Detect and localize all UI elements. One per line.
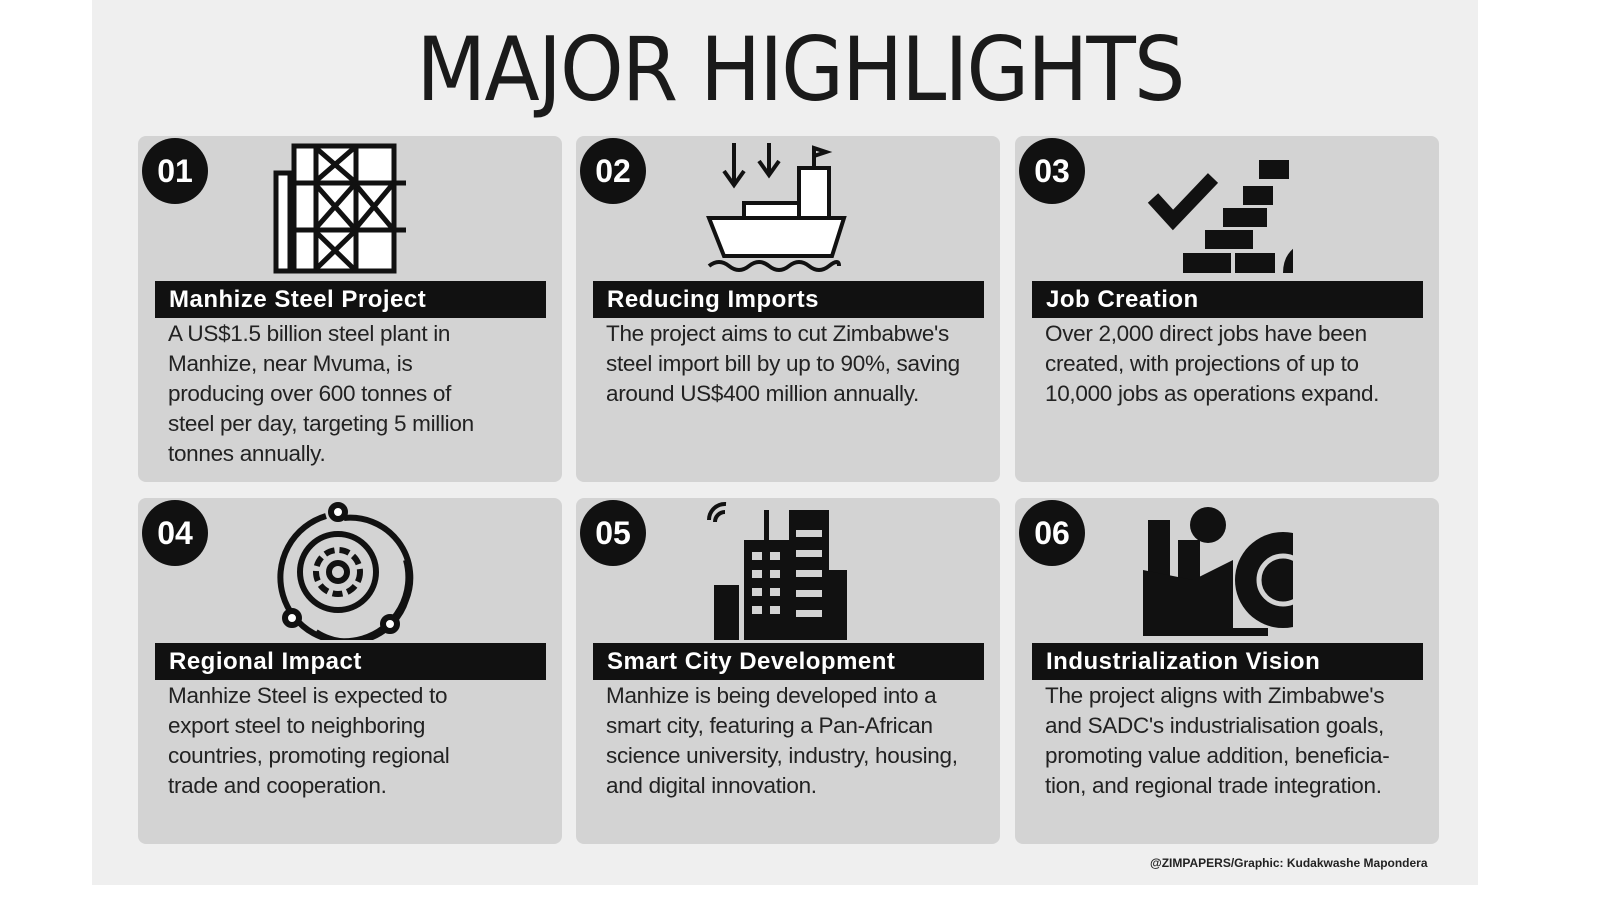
card-body: The project aligns with Zimbabwe's and SA… — [1045, 681, 1390, 801]
highlight-card: 02 Reducing Imports The project aims to cu… — [576, 136, 1000, 482]
body-line: The project aims to cut Zimbabwe's — [606, 321, 949, 346]
body-line: smart city, featuring a Pan-African — [606, 713, 933, 738]
credit: @ZIMPAPERS/Graphic: Kudakwashe Mapondera — [1150, 856, 1428, 870]
card-number: 02 — [580, 138, 646, 204]
body-line: 10,000 jobs as operations expand. — [1045, 381, 1380, 406]
body-line: steel per day, targeting 5 million — [168, 411, 474, 436]
card-body: Manhize Steel is expected to export steel… — [168, 681, 450, 801]
card-number: 06 — [1019, 500, 1085, 566]
card-number: 04 — [142, 500, 208, 566]
body-line: A US$1.5 billion steel plant in — [168, 321, 451, 346]
highlight-card: 05 Smart City Development Manhize is being… — [576, 498, 1000, 844]
body-line: The project aligns with Zimbabwe's — [1045, 683, 1385, 708]
body-line: and digital innovation. — [606, 773, 817, 798]
icon-scaffold — [273, 143, 406, 274]
highlight-card: 06 Industrialization Vision The project al… — [1015, 498, 1439, 844]
body-line: Manhize Steel is expected to — [168, 683, 448, 708]
icon-ship — [706, 143, 847, 272]
body-line: and SADC's industrialisation goals, — [1045, 713, 1384, 738]
highlight-card: 01 Manhize Steel Project A US$1.5 billion … — [138, 136, 562, 482]
body-line: promoting value addition, beneficia- — [1045, 743, 1390, 768]
body-line: tonnes annually. — [168, 441, 326, 466]
card-body: The project aims to cut Zimbabwe's steel … — [606, 319, 960, 409]
card-number: 05 — [580, 500, 646, 566]
body-line: trade and cooperation. — [168, 773, 387, 798]
card-heading: Job Creation — [1032, 281, 1423, 318]
body-line: created, with projections of up to — [1045, 351, 1359, 376]
body-line: Over 2,000 direct jobs have been — [1045, 321, 1367, 346]
card-heading: Regional Impact — [155, 643, 546, 680]
card-number: 03 — [1019, 138, 1085, 204]
body-line: producing over 600 tonnes of — [168, 381, 452, 406]
icon-industry — [1143, 507, 1293, 636]
body-line: science university, industry, housing, — [606, 743, 958, 768]
card-heading: Manhize Steel Project — [155, 281, 546, 318]
title: MAJOR HIGHLIGHTS — [416, 18, 1185, 121]
body-line: Manhize is being developed into a — [606, 683, 937, 708]
body-line: Manhize, near Mvuma, is — [168, 351, 413, 376]
card-body: A US$1.5 billion steel plant in Manhize, … — [168, 319, 474, 469]
icon-regional — [277, 502, 414, 640]
card-body: Manhize is being developed into a smart c… — [606, 681, 958, 801]
body-line: steel import bill by up to 90%, saving — [606, 351, 960, 376]
icon-city — [706, 502, 847, 640]
icon-jobs — [1147, 160, 1293, 273]
card-number: 01 — [142, 138, 208, 204]
body-line: countries, promoting regional — [168, 743, 450, 768]
body-line: around US$400 million annually. — [606, 381, 919, 406]
highlight-card: 03 Job Creation Over 2,000 direct jobs hav… — [1015, 136, 1439, 482]
highlight-card: 04 Regional Impact Manhize Steel is expect… — [138, 498, 562, 844]
body-line: export steel to neighboring — [168, 713, 426, 738]
card-heading: Smart City Development — [593, 643, 984, 680]
body-line: tion, and regional trade integration. — [1045, 773, 1382, 798]
card-heading: Industrialization Vision — [1032, 643, 1423, 680]
card-heading: Reducing Imports — [593, 281, 984, 318]
card-body: Over 2,000 direct jobs have been created,… — [1045, 319, 1379, 409]
